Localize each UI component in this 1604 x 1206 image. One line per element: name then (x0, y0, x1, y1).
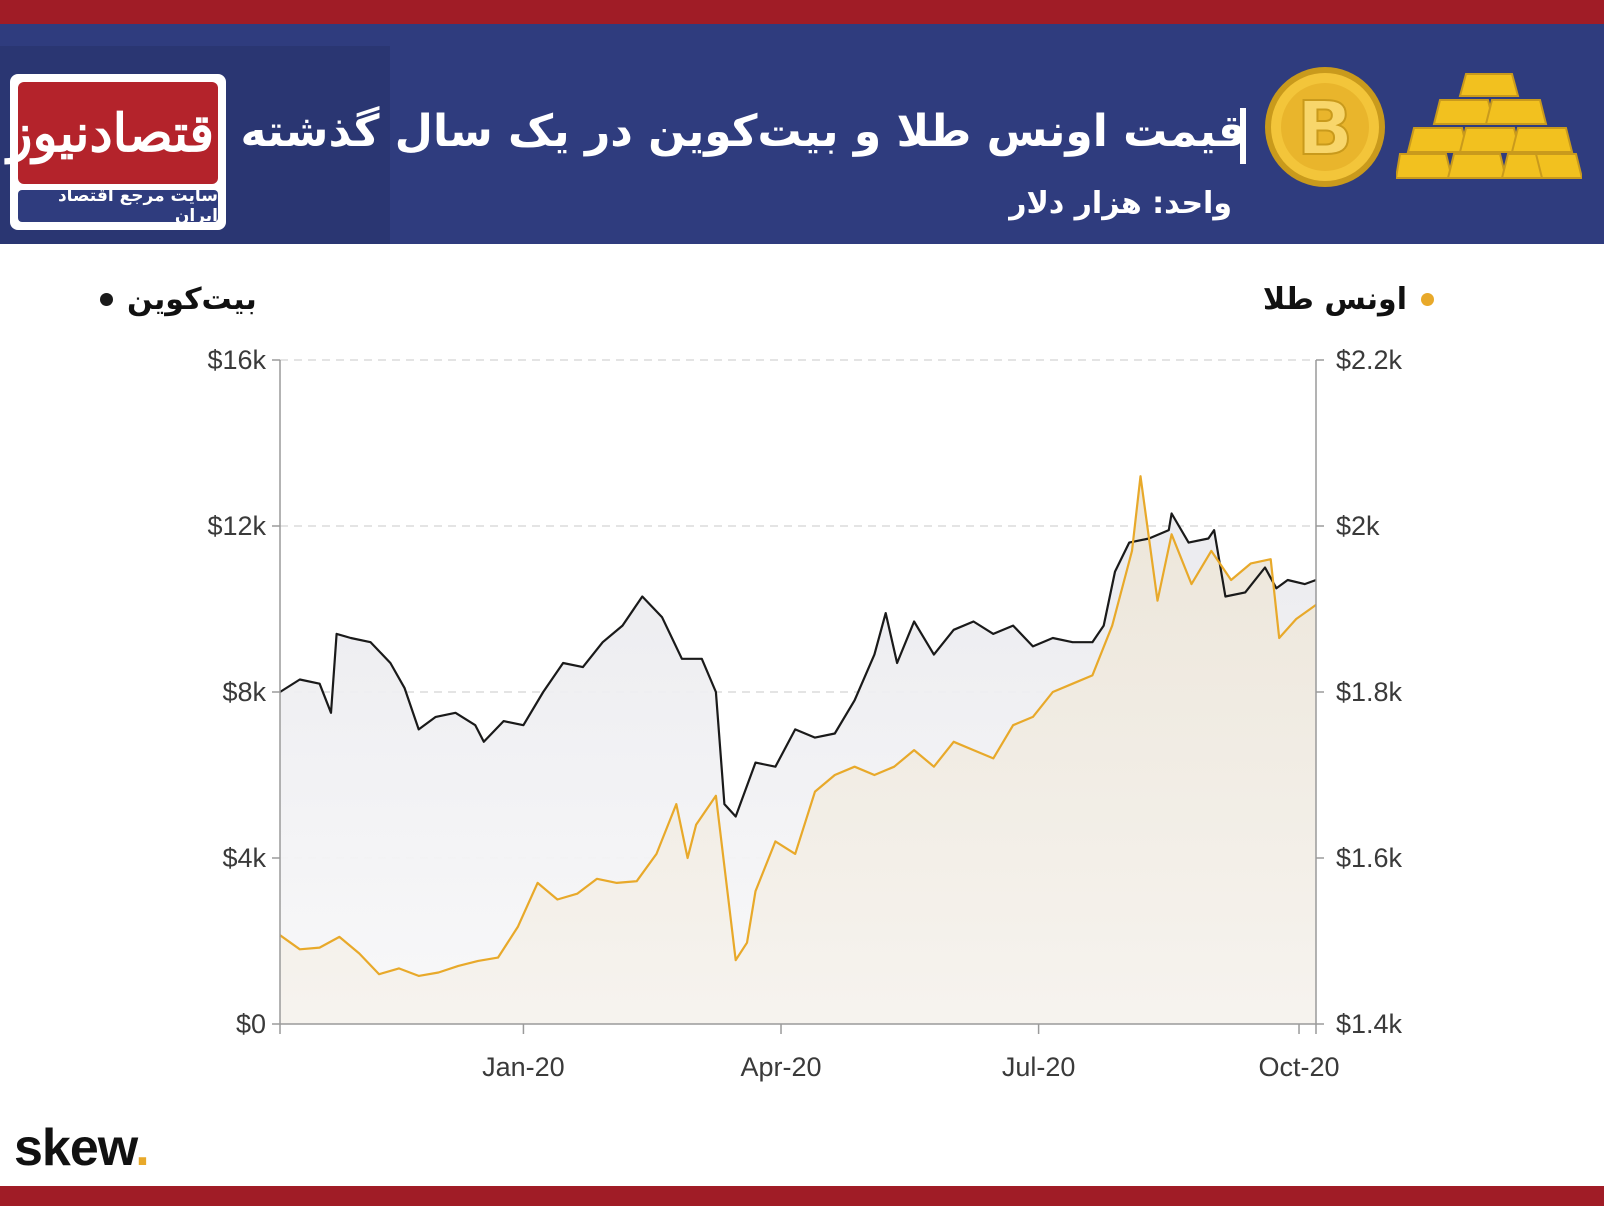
y-left-tick-label: $8k (222, 677, 266, 707)
legend-gold: اونس طلا (1263, 282, 1434, 317)
top-accent-bar (0, 0, 1604, 24)
legend-gold-marker (1421, 293, 1434, 306)
legend-bitcoin: بیت‌کوین (100, 282, 257, 317)
legend-gold-label: اونس طلا (1262, 282, 1407, 317)
bottom-accent-bar (0, 1186, 1604, 1206)
x-tick-label: Jul-20 (1002, 1052, 1076, 1082)
y-right-tick-label: $1.4k (1336, 1009, 1403, 1039)
y-right-tick-label: $1.6k (1336, 843, 1403, 873)
logo-red-block: اقتصادنیوز (7, 82, 229, 184)
source-brand: skew. (14, 1118, 150, 1178)
gold-area (280, 476, 1316, 1024)
y-left-tick-label: $16k (207, 345, 266, 375)
y-right-tick-label: $1.8k (1336, 677, 1403, 707)
x-tick-label: Jan-20 (482, 1052, 565, 1082)
chart-area: $0 $4k $8k $12k $16k $1.4k $1.6k $1.8k $2k $2.2k J… (0, 330, 1604, 1100)
brand-name: skew (14, 1119, 136, 1177)
gold-bars-icon (1396, 73, 1582, 179)
y-right-tick-label: $2.2k (1336, 345, 1403, 375)
bitcoin-series-line (279, 512, 1317, 818)
gold-series-line (279, 475, 1317, 977)
y-left-tick-label: $0 (236, 1009, 266, 1039)
x-tick-label: Apr-20 (740, 1052, 821, 1082)
logo-wordmark: اقتصادنیوز (7, 102, 229, 164)
legend-bitcoin-label: بیت‌کوین (127, 282, 257, 317)
brand-dot: . (135, 1119, 149, 1177)
logo-tagline: سایت مرجع اقتصاد ایران (18, 186, 218, 226)
dual-axis-line-chart: $0 $4k $8k $12k $16k $1.4k $1.6k $1.8k $2k $2.2k J… (207, 345, 1403, 1082)
x-tick-label: Oct-20 (1259, 1052, 1340, 1082)
y-right-tick-label: $2k (1336, 511, 1380, 541)
svg-text:B: B (1297, 86, 1353, 172)
publisher-logo: اقتصادنیوز سایت مرجع اقتصاد ایران (7, 74, 229, 230)
title-separator (1240, 108, 1246, 164)
y-left-tick-label: $4k (222, 843, 266, 873)
page-title: قیمت اونس طلا و بیت‌کوین در یک سال گذشته (240, 106, 1246, 157)
unit-subtitle: واحد: هزار دلار (1009, 186, 1232, 221)
legend-bitcoin-marker (100, 293, 113, 306)
bitcoin-coin-icon: B (1265, 67, 1385, 187)
y-left-tick-label: $12k (207, 511, 266, 541)
